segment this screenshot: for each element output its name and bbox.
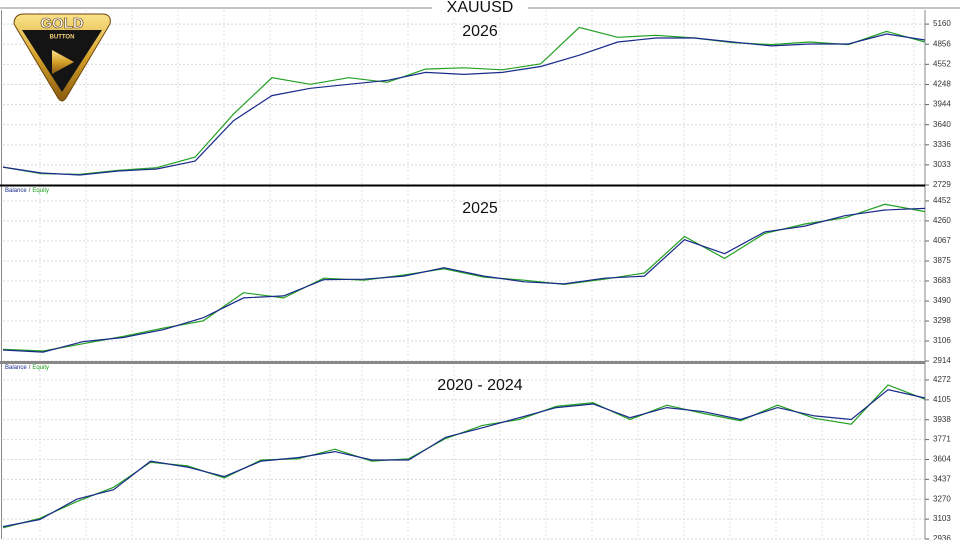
y-tick-label: 3490 — [933, 296, 951, 305]
y-tick-label: 2914 — [933, 356, 951, 365]
legend: Balance / Equity — [5, 365, 49, 371]
y-tick-label: 3270 — [933, 494, 951, 503]
y-tick-label: 3683 — [933, 276, 951, 285]
y-tick-label: 3103 — [933, 514, 951, 523]
y-tick-label: 3106 — [933, 336, 951, 345]
y-tick-label: 4452 — [933, 196, 951, 205]
series-line — [2, 203, 926, 352]
y-tick-label: 3298 — [933, 316, 951, 325]
y-tick-label: 3938 — [933, 415, 951, 424]
legend-entry: Equity — [32, 188, 49, 194]
legend-separator: / — [29, 188, 31, 194]
pane-title: 2026 — [462, 23, 498, 40]
y-tick-label: 4260 — [933, 216, 951, 225]
y-tick-label: 3604 — [933, 455, 951, 464]
y-tick-label: 4105 — [933, 395, 951, 404]
page-title: XAUUSD — [447, 0, 514, 16]
legend-entry: Equity — [32, 365, 49, 371]
y-tick-label: 5160 — [933, 19, 951, 28]
y-tick-label: 3033 — [933, 160, 951, 169]
y-tick-label: 3875 — [933, 256, 951, 265]
series-line — [2, 389, 926, 528]
title-box — [432, 0, 528, 16]
y-tick-label: 4272 — [933, 375, 951, 384]
pane-title: 2020 - 2024 — [437, 377, 523, 394]
logo-subtitle: BUTTON — [50, 35, 75, 41]
legend-entry: Balance — [5, 365, 27, 371]
legend: Balance / Equity — [5, 188, 49, 194]
y-tick-label: 3336 — [933, 140, 951, 149]
pane-title: 2025 — [462, 200, 498, 217]
logo-title: GOLD — [40, 15, 83, 32]
logo-play — [52, 50, 74, 74]
legend-separator: / — [29, 365, 31, 371]
legend-entry: Balance — [5, 188, 27, 194]
series-line — [2, 33, 926, 176]
y-tick-label: 3944 — [933, 100, 951, 109]
series-line — [2, 384, 926, 529]
y-tick-label: 3771 — [933, 435, 951, 444]
series-line — [2, 207, 926, 353]
y-tick-label: 3640 — [933, 120, 951, 129]
y-tick-label: 4552 — [933, 59, 951, 68]
y-tick-label: 4067 — [933, 236, 951, 245]
logo: GOLD BUTTON — [13, 13, 111, 102]
y-tick-label: 4856 — [933, 39, 951, 48]
y-tick-label: 2729 — [933, 180, 951, 189]
y-tick-label: 3437 — [933, 474, 951, 483]
y-tick-label: 4248 — [933, 80, 951, 89]
y-tick-label: 2936 — [933, 534, 951, 540]
series-line — [2, 26, 926, 175]
